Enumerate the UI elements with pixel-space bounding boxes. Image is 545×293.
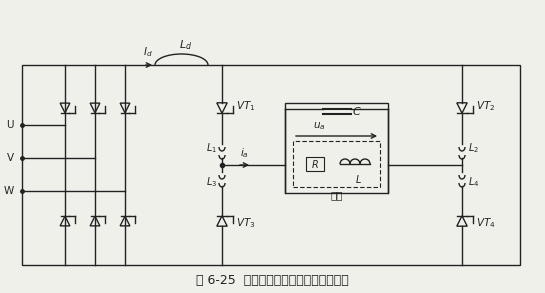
FancyBboxPatch shape: [306, 157, 324, 171]
Text: 图 6-25  中频感应加热电源主电路原理图: 图 6-25 中频感应加热电源主电路原理图: [196, 273, 348, 287]
Text: $i_a$: $i_a$: [240, 146, 249, 160]
Text: 负载: 负载: [330, 190, 343, 200]
Text: V: V: [7, 153, 14, 163]
Text: $L_2$: $L_2$: [468, 141, 479, 155]
Text: $L_d$: $L_d$: [179, 38, 192, 52]
Text: $R$: $R$: [311, 158, 319, 170]
Text: $C$: $C$: [353, 105, 362, 117]
Text: $VT_3$: $VT_3$: [236, 216, 256, 230]
Text: $u_a$: $u_a$: [313, 120, 325, 132]
Text: $VT_4$: $VT_4$: [476, 216, 495, 230]
Bar: [293, 141, 380, 187]
Text: $L_1$: $L_1$: [206, 141, 217, 155]
Bar: [22, 65, 520, 265]
Text: $VT_1$: $VT_1$: [236, 99, 256, 113]
Text: $L_3$: $L_3$: [206, 175, 217, 189]
Text: $L$: $L$: [355, 173, 361, 185]
Text: U: U: [7, 120, 14, 130]
Text: W: W: [4, 186, 14, 196]
Text: $I_d$: $I_d$: [143, 45, 153, 59]
Text: $L_4$: $L_4$: [468, 175, 480, 189]
Bar: [285, 103, 388, 193]
Text: $VT_2$: $VT_2$: [476, 99, 495, 113]
